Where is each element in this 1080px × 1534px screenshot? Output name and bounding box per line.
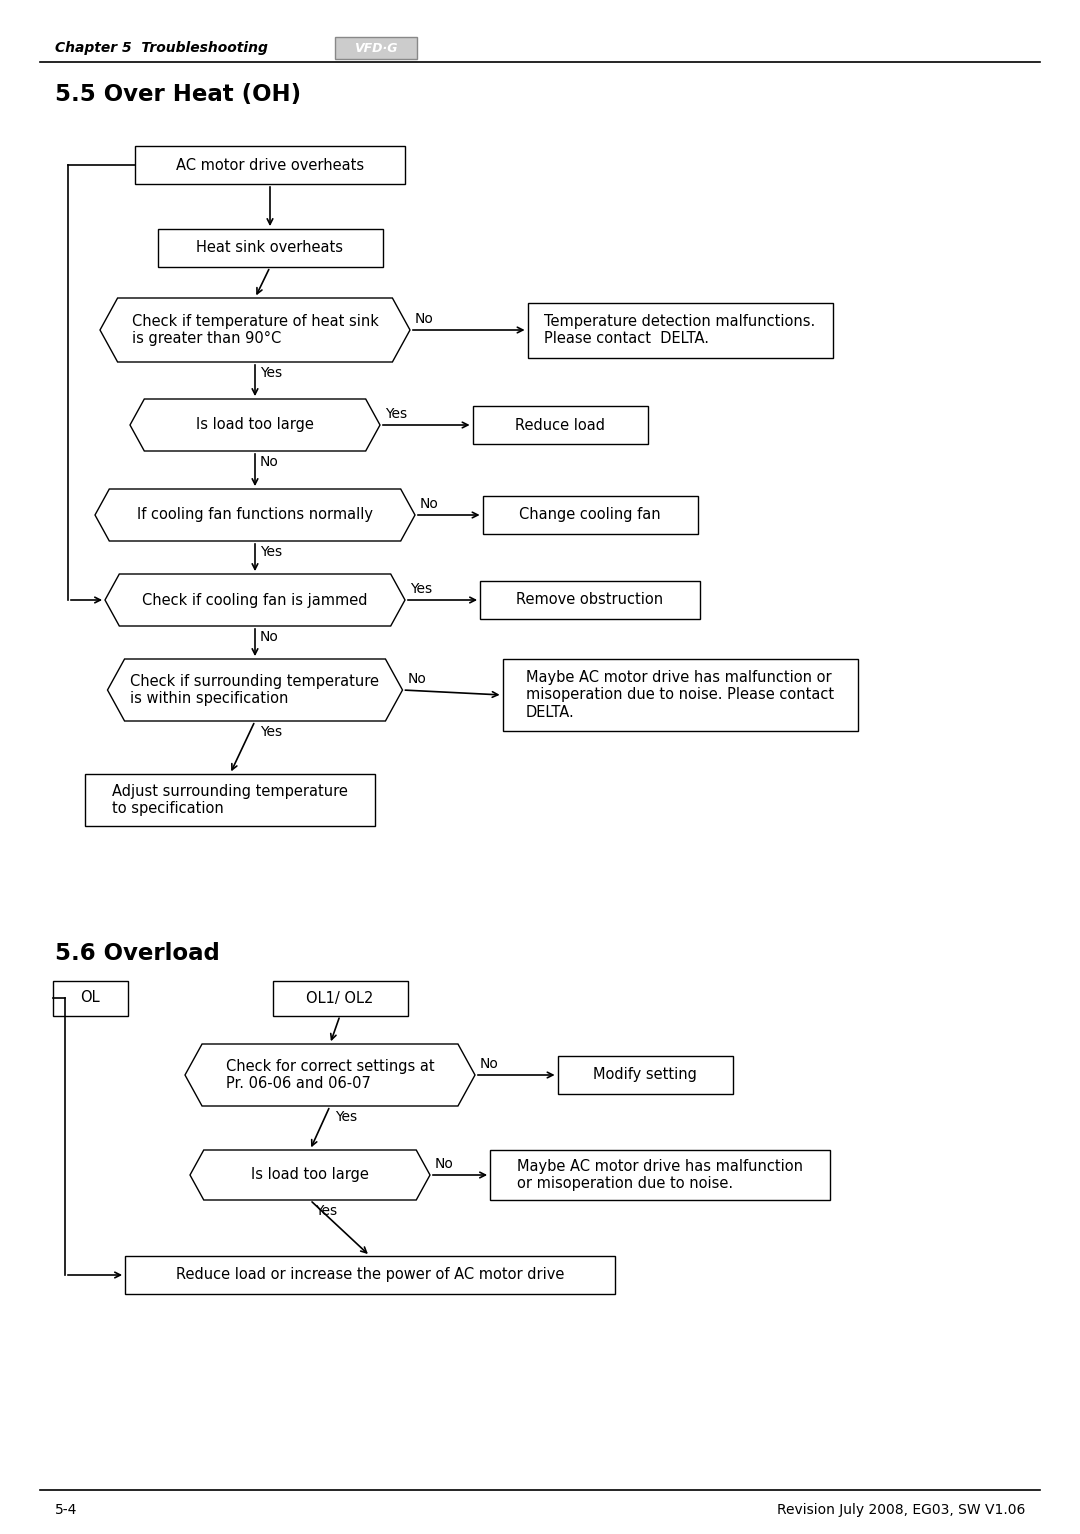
Text: Check if temperature of heat sink
is greater than 90°C: Check if temperature of heat sink is gre… (132, 314, 378, 347)
Text: Is load too large: Is load too large (197, 417, 314, 433)
Text: No: No (260, 456, 279, 469)
Text: Yes: Yes (315, 1204, 337, 1218)
Text: No: No (415, 311, 434, 327)
Text: 5-4: 5-4 (55, 1503, 78, 1517)
Text: No: No (260, 630, 279, 644)
Polygon shape (95, 489, 415, 542)
Text: OL: OL (80, 991, 99, 1005)
Text: Maybe AC motor drive has malfunction or
misoperation due to noise. Please contac: Maybe AC motor drive has malfunction or … (526, 670, 834, 719)
Text: Modify setting: Modify setting (593, 1068, 697, 1083)
Polygon shape (185, 1045, 475, 1106)
Text: Check for correct settings at
Pr. 06-06 and 06-07: Check for correct settings at Pr. 06-06 … (226, 1058, 434, 1091)
Polygon shape (105, 574, 405, 626)
Text: Check if surrounding temperature
is within specification: Check if surrounding temperature is with… (131, 673, 379, 706)
Text: Yes: Yes (410, 581, 432, 597)
Text: 5.5 Over Heat (OH): 5.5 Over Heat (OH) (55, 83, 301, 106)
Text: No: No (435, 1157, 454, 1170)
Text: Reduce load or increase the power of AC motor drive: Reduce load or increase the power of AC … (176, 1267, 564, 1282)
Text: Maybe AC motor drive has malfunction
or misoperation due to noise.: Maybe AC motor drive has malfunction or … (517, 1158, 804, 1192)
Text: Yes: Yes (384, 407, 407, 420)
Text: No: No (420, 497, 438, 511)
Text: AC motor drive overheats: AC motor drive overheats (176, 158, 364, 172)
Text: No: No (407, 672, 427, 686)
FancyBboxPatch shape (85, 775, 375, 825)
FancyBboxPatch shape (53, 980, 127, 1016)
Text: Check if cooling fan is jammed: Check if cooling fan is jammed (143, 592, 368, 607)
Polygon shape (100, 298, 410, 362)
Text: 5.6 Overload: 5.6 Overload (55, 942, 219, 965)
FancyBboxPatch shape (502, 660, 858, 732)
Text: Temperature detection malfunctions.
Please contact  DELTA.: Temperature detection malfunctions. Plea… (544, 314, 815, 347)
Text: Heat sink overheats: Heat sink overheats (197, 241, 343, 256)
FancyBboxPatch shape (135, 146, 405, 184)
Text: Yes: Yes (260, 545, 282, 558)
FancyBboxPatch shape (158, 229, 382, 267)
FancyBboxPatch shape (125, 1256, 615, 1295)
FancyBboxPatch shape (490, 1150, 831, 1200)
FancyBboxPatch shape (527, 302, 833, 357)
Text: Is load too large: Is load too large (251, 1167, 369, 1183)
Text: Chapter 5  Troubleshooting: Chapter 5 Troubleshooting (55, 41, 268, 55)
Text: Yes: Yes (335, 1111, 357, 1124)
FancyBboxPatch shape (473, 407, 648, 443)
Polygon shape (108, 660, 403, 721)
Text: Adjust surrounding temperature
to specification: Adjust surrounding temperature to specif… (112, 784, 348, 816)
Text: Change cooling fan: Change cooling fan (519, 508, 661, 523)
Text: Reduce load: Reduce load (515, 417, 605, 433)
FancyBboxPatch shape (557, 1055, 732, 1094)
FancyBboxPatch shape (480, 581, 700, 620)
Text: No: No (480, 1057, 499, 1071)
Text: If cooling fan functions normally: If cooling fan functions normally (137, 508, 373, 523)
FancyBboxPatch shape (483, 495, 698, 534)
FancyBboxPatch shape (272, 980, 407, 1016)
Text: Yes: Yes (260, 367, 282, 380)
Polygon shape (190, 1150, 430, 1200)
Text: VFD·G: VFD·G (354, 41, 397, 55)
FancyBboxPatch shape (335, 37, 417, 58)
Text: OL1/ OL2: OL1/ OL2 (307, 991, 374, 1005)
Text: Yes: Yes (260, 726, 282, 739)
Text: Remove obstruction: Remove obstruction (516, 592, 663, 607)
Polygon shape (130, 399, 380, 451)
Text: Revision July 2008, EG03, SW V1.06: Revision July 2008, EG03, SW V1.06 (777, 1503, 1025, 1517)
